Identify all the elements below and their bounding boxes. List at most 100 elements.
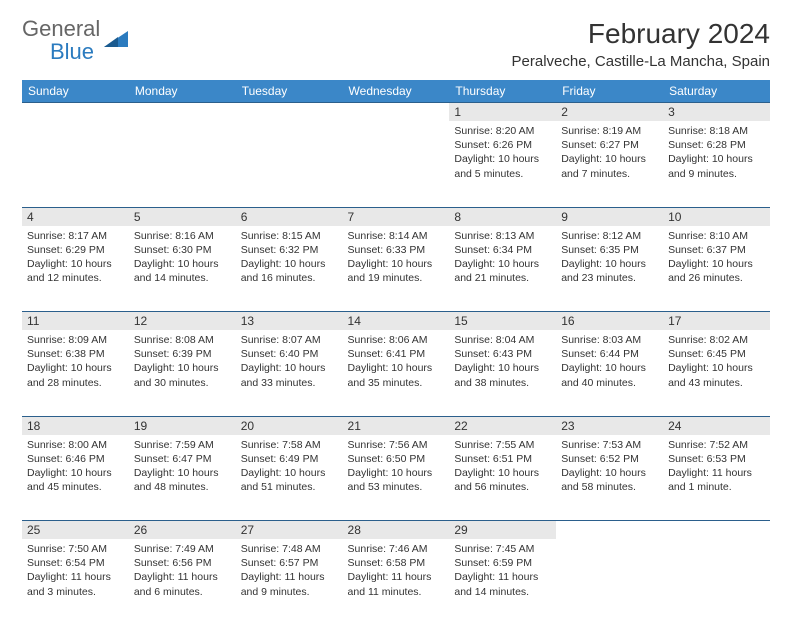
day-number-row: 18192021222324 — [22, 416, 770, 435]
sunset-text: Sunset: 6:32 PM — [241, 243, 338, 257]
logo-part1: General — [22, 16, 100, 41]
sunrise-text: Sunrise: 8:04 AM — [454, 333, 551, 347]
day-header-mon: Monday — [129, 80, 236, 103]
sunrise-text: Sunrise: 7:45 AM — [454, 542, 551, 556]
sunrise-text: Sunrise: 7:56 AM — [348, 438, 445, 452]
header-right: February 2024 Peralveche, Castille-La Ma… — [512, 18, 770, 70]
sunset-text: Sunset: 6:26 PM — [454, 138, 551, 152]
day-number-row: 11121314151617 — [22, 312, 770, 331]
sunset-text: Sunset: 6:35 PM — [561, 243, 658, 257]
sunset-text: Sunset: 6:33 PM — [348, 243, 445, 257]
sunrise-text: Sunrise: 7:53 AM — [561, 438, 658, 452]
daylight-text: Daylight: 10 hours and 14 minutes. — [134, 257, 231, 285]
day-number: 16 — [556, 312, 663, 331]
day-content: Sunrise: 7:53 AMSunset: 6:52 PMDaylight:… — [556, 435, 663, 501]
day-number: 13 — [236, 312, 343, 331]
daylight-text: Daylight: 10 hours and 38 minutes. — [454, 361, 551, 389]
day-content — [343, 121, 450, 130]
day-content-row: Sunrise: 8:00 AMSunset: 6:46 PM Daylight:… — [22, 435, 770, 521]
sunrise-text: Sunrise: 8:20 AM — [454, 124, 551, 138]
sunrise-text: Sunrise: 8:17 AM — [27, 229, 124, 243]
sunset-text: Sunset: 6:47 PM — [134, 452, 231, 466]
day-content: Sunrise: 8:06 AMSunset: 6:41 PMDaylight:… — [343, 330, 450, 396]
day-content: Sunrise: 8:07 AMSunset: 6:40 PMDaylight:… — [236, 330, 343, 396]
sunset-text: Sunset: 6:39 PM — [134, 347, 231, 361]
day-content: Sunrise: 7:50 AMSunset: 6:54 PMDaylight:… — [22, 539, 129, 605]
sunrise-text: Sunrise: 7:58 AM — [241, 438, 338, 452]
sunrise-text: Sunrise: 8:16 AM — [134, 229, 231, 243]
day-number: 19 — [129, 416, 236, 435]
day-number — [663, 521, 770, 540]
sunset-text: Sunset: 6:28 PM — [668, 138, 765, 152]
logo: General Blue — [22, 18, 130, 64]
daylight-text: Daylight: 10 hours and 53 minutes. — [348, 466, 445, 494]
sunset-text: Sunset: 6:57 PM — [241, 556, 338, 570]
day-number: 1 — [449, 103, 556, 122]
day-content — [663, 539, 770, 548]
sunset-text: Sunset: 6:30 PM — [134, 243, 231, 257]
day-number: 5 — [129, 207, 236, 226]
day-cell: Sunrise: 8:18 AMSunset: 6:28 PMDaylight:… — [663, 121, 770, 207]
sunset-text: Sunset: 6:34 PM — [454, 243, 551, 257]
day-content — [22, 121, 129, 130]
sunset-text: Sunset: 6:29 PM — [27, 243, 124, 257]
sunset-text: Sunset: 6:58 PM — [348, 556, 445, 570]
day-number: 2 — [556, 103, 663, 122]
day-cell: Sunrise: 7:46 AMSunset: 6:58 PMDaylight:… — [343, 539, 450, 625]
day-content: Sunrise: 7:59 AMSunset: 6:47 PMDaylight:… — [129, 435, 236, 501]
day-header-row: Sunday Monday Tuesday Wednesday Thursday… — [22, 80, 770, 103]
day-cell: Sunrise: 8:17 AMSunset: 6:29 PMDaylight:… — [22, 226, 129, 312]
day-number — [343, 103, 450, 122]
day-cell: Sunrise: 8:16 AMSunset: 6:30 PMDaylight:… — [129, 226, 236, 312]
day-content: Sunrise: 8:10 AMSunset: 6:37 PMDaylight:… — [663, 226, 770, 292]
day-cell: Sunrise: 8:00 AMSunset: 6:46 PMDaylight:… — [22, 435, 129, 521]
day-cell: Sunrise: 8:04 AMSunset: 6:43 PMDaylight:… — [449, 330, 556, 416]
day-number: 29 — [449, 521, 556, 540]
sunset-text: Sunset: 6:50 PM — [348, 452, 445, 466]
sunset-text: Sunset: 6:51 PM — [454, 452, 551, 466]
day-cell: Sunrise: 7:59 AMSunset: 6:47 PMDaylight:… — [129, 435, 236, 521]
day-number: 9 — [556, 207, 663, 226]
sunrise-text: Sunrise: 8:07 AM — [241, 333, 338, 347]
month-title: February 2024 — [512, 18, 770, 50]
daylight-text: Daylight: 11 hours and 3 minutes. — [27, 570, 124, 598]
day-content: Sunrise: 8:04 AMSunset: 6:43 PMDaylight:… — [449, 330, 556, 396]
sunset-text: Sunset: 6:53 PM — [668, 452, 765, 466]
day-number — [556, 521, 663, 540]
day-number: 20 — [236, 416, 343, 435]
location: Peralveche, Castille-La Mancha, Spain — [512, 53, 770, 70]
day-cell — [236, 121, 343, 207]
day-number: 17 — [663, 312, 770, 331]
day-cell — [22, 121, 129, 207]
daylight-text: Daylight: 10 hours and 12 minutes. — [27, 257, 124, 285]
day-content: Sunrise: 7:46 AMSunset: 6:58 PMDaylight:… — [343, 539, 450, 605]
day-number — [236, 103, 343, 122]
day-content — [236, 121, 343, 130]
day-content: Sunrise: 8:14 AMSunset: 6:33 PMDaylight:… — [343, 226, 450, 292]
day-content: Sunrise: 8:19 AMSunset: 6:27 PMDaylight:… — [556, 121, 663, 187]
day-content-row: Sunrise: 8:09 AMSunset: 6:38 PMDaylight:… — [22, 330, 770, 416]
day-header-thu: Thursday — [449, 80, 556, 103]
sunset-text: Sunset: 6:46 PM — [27, 452, 124, 466]
sunset-text: Sunset: 6:43 PM — [454, 347, 551, 361]
daylight-text: Daylight: 10 hours and 16 minutes. — [241, 257, 338, 285]
day-content: Sunrise: 8:15 AMSunset: 6:32 PMDaylight:… — [236, 226, 343, 292]
day-number: 28 — [343, 521, 450, 540]
daylight-text: Daylight: 10 hours and 23 minutes. — [561, 257, 658, 285]
sunrise-text: Sunrise: 8:00 AM — [27, 438, 124, 452]
day-content: Sunrise: 8:20 AMSunset: 6:26 PMDaylight:… — [449, 121, 556, 187]
day-cell — [343, 121, 450, 207]
day-content: Sunrise: 7:56 AMSunset: 6:50 PMDaylight:… — [343, 435, 450, 501]
sunrise-text: Sunrise: 8:06 AM — [348, 333, 445, 347]
day-content-row: Sunrise: 8:17 AMSunset: 6:29 PMDaylight:… — [22, 226, 770, 312]
day-content: Sunrise: 8:13 AMSunset: 6:34 PMDaylight:… — [449, 226, 556, 292]
day-number: 3 — [663, 103, 770, 122]
sunset-text: Sunset: 6:56 PM — [134, 556, 231, 570]
calendar: Sunday Monday Tuesday Wednesday Thursday… — [22, 80, 770, 625]
day-cell: Sunrise: 7:53 AMSunset: 6:52 PMDaylight:… — [556, 435, 663, 521]
day-cell: Sunrise: 7:52 AMSunset: 6:53 PMDaylight:… — [663, 435, 770, 521]
daylight-text: Daylight: 11 hours and 6 minutes. — [134, 570, 231, 598]
sunrise-text: Sunrise: 7:52 AM — [668, 438, 765, 452]
sunrise-text: Sunrise: 8:14 AM — [348, 229, 445, 243]
sunrise-text: Sunrise: 7:50 AM — [27, 542, 124, 556]
